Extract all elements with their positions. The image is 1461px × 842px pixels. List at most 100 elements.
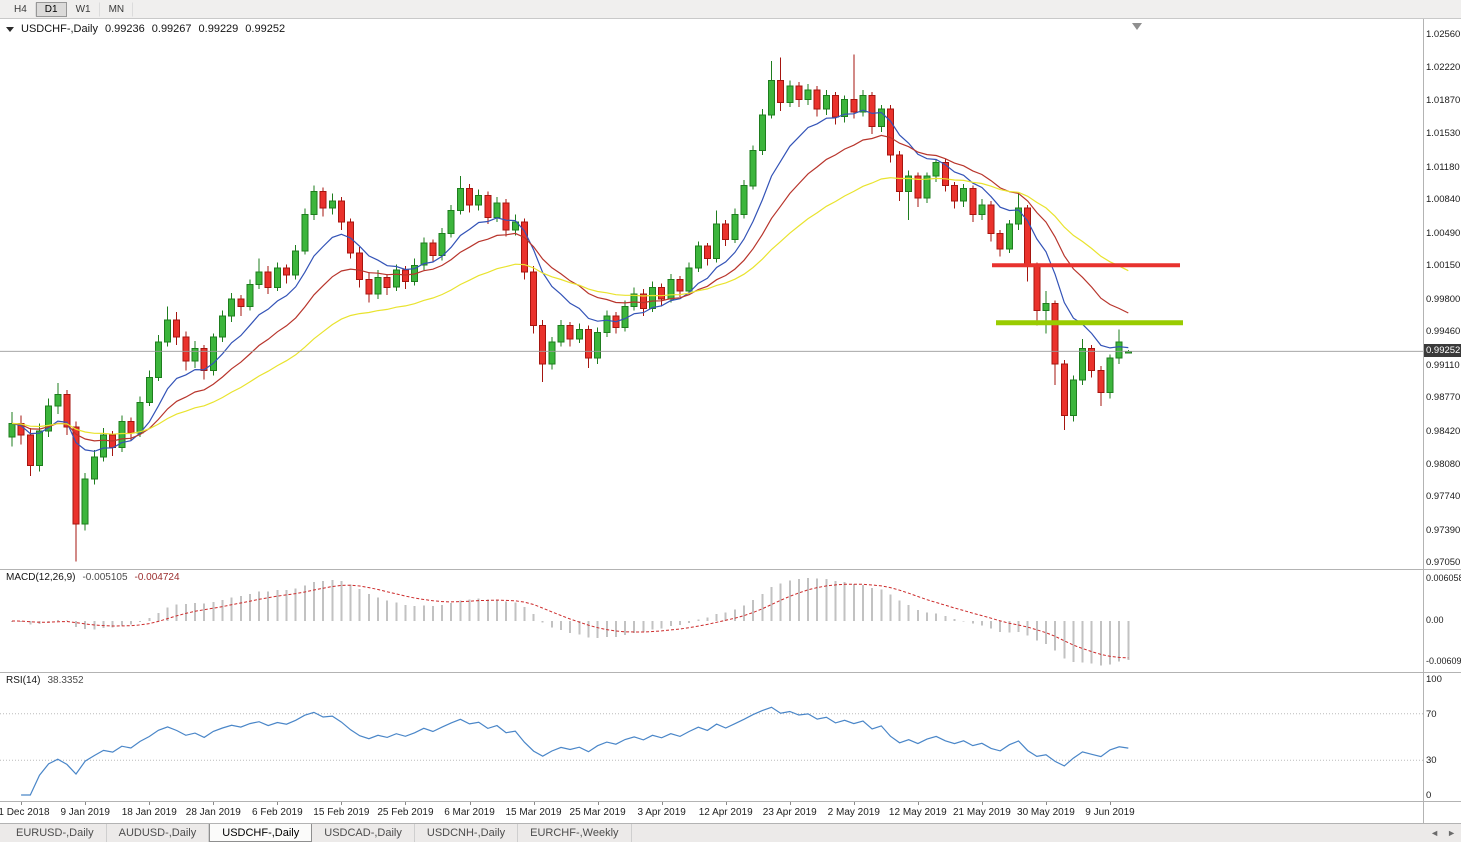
chart-tab-eurchf-weekly[interactable]: EURCHF-,Weekly [518, 824, 632, 842]
macd-axis-label: 0.006058 [1426, 573, 1461, 583]
price-chart[interactable]: USDCHF-,Daily 0.99236 0.99267 0.99229 0.… [0, 19, 1423, 569]
time-axis-label: 9 Jun 2019 [1085, 807, 1135, 818]
macd-histogram-bar [560, 621, 562, 631]
macd-histogram-bar [486, 599, 489, 621]
time-axis-tick [1110, 802, 1111, 805]
candle [594, 327, 602, 364]
candle [877, 105, 885, 133]
chart-tab-eurusd-daily[interactable]: EURUSD-,Daily [4, 824, 107, 842]
macd-histogram-bar [367, 594, 370, 621]
candle [228, 293, 236, 322]
time-axis-label: 15 Mar 2019 [505, 807, 562, 818]
macd-chart[interactable]: MACD(12,26,9) -0.005105 -0.004724 [0, 570, 1423, 672]
time-axis-label: 12 Apr 2019 [698, 807, 753, 818]
pane-separator[interactable] [0, 672, 1461, 673]
current-price-tag: 0.99252 [1424, 344, 1461, 358]
price-axis-label: 0.99800 [1426, 293, 1461, 305]
macd-histogram-bar [139, 621, 142, 622]
time-axis[interactable]: 31 Dec 2018 9 Jan 2019 18 Jan 2019 28 Jan 2… [0, 802, 1423, 823]
macd-histogram-bar [377, 597, 379, 621]
macd-histogram-bar [532, 614, 535, 621]
macd-histogram-bar [816, 578, 819, 621]
macd-header: MACD(12,26,9) -0.005105 -0.004724 [6, 572, 180, 583]
time-axis-tick [341, 802, 343, 805]
chart-tab-audusd-daily[interactable]: AUDUSD-,Daily [107, 824, 210, 842]
candlestick-canvas[interactable] [0, 19, 1423, 569]
macd-title: MACD(12,26,9) [6, 572, 76, 583]
candle [456, 176, 464, 215]
rsi-value: 38.3352 [47, 675, 84, 686]
macd-histogram-bar [843, 581, 846, 621]
macd-histogram-bar [541, 621, 544, 623]
candle [960, 183, 968, 207]
macd-axis[interactable]: 0.006058 0.00 -0.006096 [1423, 570, 1461, 672]
pane-separator[interactable] [0, 569, 1461, 570]
ma-line-fast [11, 109, 1129, 452]
candle [740, 180, 748, 219]
rsi-axis-label: 100 [1426, 674, 1442, 685]
candle [411, 258, 419, 286]
timeframe-toolbar: H4 D1 W1 MN [0, 0, 1461, 19]
time-axis-label: 6 Feb 2019 [252, 807, 303, 818]
time-axis-label: 25 Feb 2019 [377, 807, 434, 818]
timeframe-button-mn[interactable]: MN [100, 1, 134, 17]
macd-histogram-bar [230, 597, 233, 621]
candle [804, 84, 812, 106]
tabs-scroll-left-icon[interactable]: ◄ [1430, 827, 1440, 838]
macd-histogram-bar [743, 605, 745, 621]
macd-canvas[interactable] [0, 570, 1423, 672]
tabs-scroll-right-icon[interactable]: ► [1447, 827, 1456, 838]
rsi-axis[interactable]: 100 70 30 0 [1423, 673, 1461, 801]
rsi-axis-label: 70 [1426, 708, 1437, 720]
timeframe-button-h4[interactable]: H4 [5, 1, 36, 17]
macd-histogram-bar [980, 621, 983, 626]
macd-histogram-bar [495, 599, 498, 621]
macd-histogram-bar [1109, 621, 1111, 665]
macd-histogram-bar [999, 621, 1002, 632]
candle [859, 89, 867, 117]
candle [1079, 339, 1087, 385]
ohlc-low-value: 0.99229 [198, 23, 239, 35]
candle [914, 172, 922, 207]
macd-histogram-bar [944, 616, 947, 621]
main-chart-pane: USDCHF-,Daily 0.99236 0.99267 0.99229 0.… [0, 19, 1461, 569]
candle [978, 199, 986, 221]
macd-histogram-bar [56, 620, 59, 621]
price-axis-label: 1.01530 [1426, 128, 1461, 140]
macd-histogram-bar [971, 621, 974, 624]
chart-shift-marker-icon[interactable] [1132, 23, 1142, 30]
macd-histogram-bar [907, 604, 910, 621]
macd-histogram-bar [102, 621, 105, 628]
price-axis-label: 0.98420 [1426, 426, 1461, 438]
chart-tab-usdcnh-daily[interactable]: USDCNH-,Daily [415, 824, 519, 842]
symbol-dropdown-icon[interactable] [6, 26, 14, 32]
macd-histogram-bar [20, 621, 23, 622]
macd-histogram-bar [834, 580, 837, 621]
macd-histogram-bar [212, 602, 215, 621]
candle [511, 214, 519, 236]
chart-tab-usdchf-daily[interactable]: USDCHF-,Daily [209, 824, 313, 842]
timeframe-button-w1[interactable]: W1 [67, 1, 100, 17]
rsi-canvas[interactable] [0, 673, 1423, 801]
candle [90, 450, 98, 485]
rsi-chart[interactable]: RSI(14) 38.3352 [0, 673, 1423, 801]
time-axis-tick [277, 802, 279, 805]
price-axis[interactable]: 1.02560 1.02220 1.01870 1.01530 1.01180 1.008… [1423, 19, 1461, 569]
rsi-line [21, 706, 1129, 796]
macd-histogram-bar [715, 614, 718, 621]
macd-histogram-bar [1081, 621, 1084, 663]
timeframe-button-d1[interactable]: D1 [35, 1, 67, 17]
macd-histogram-bar [148, 618, 151, 621]
candle [1060, 360, 1068, 431]
macd-histogram-bar [550, 621, 553, 628]
pane-separator[interactable] [0, 801, 1461, 802]
macd-histogram-bar [1099, 621, 1102, 666]
chart-tab-usdcad-daily[interactable]: USDCAD-,Daily [312, 824, 415, 842]
candle [154, 335, 162, 382]
time-axis-tick [789, 802, 791, 805]
candle [173, 312, 181, 345]
macd-histogram-bar [477, 598, 480, 621]
macd-histogram-bar [578, 621, 581, 635]
macd-histogram-bar [514, 602, 517, 621]
